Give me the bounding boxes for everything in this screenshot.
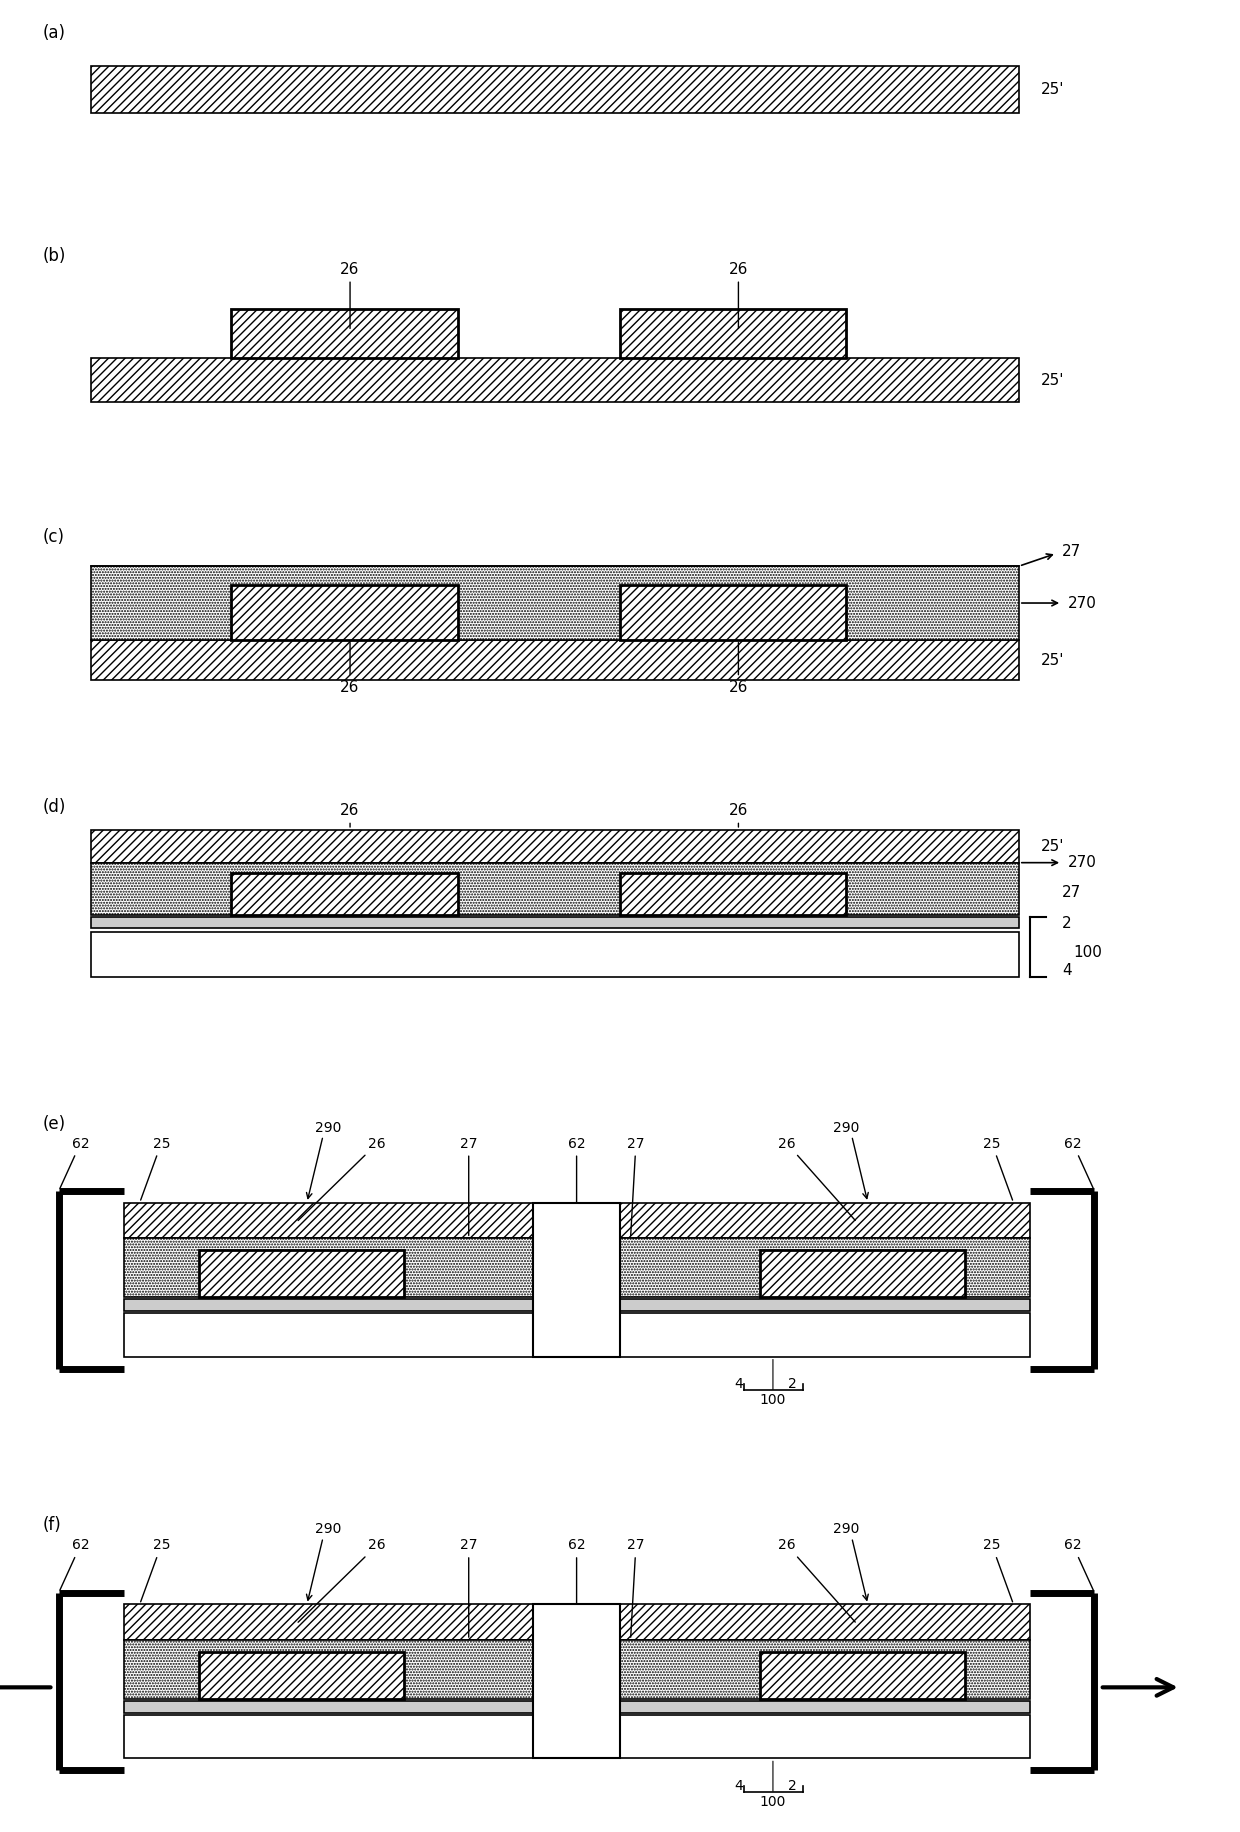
Text: 27: 27 [1061,885,1081,900]
Bar [232,310,458,357]
Text: 4: 4 [734,1378,743,1390]
Text: (b): (b) [42,247,66,264]
Text: 2: 2 [1061,916,1071,931]
Text: 26: 26 [340,262,360,328]
Text: 26: 26 [779,1539,856,1621]
Text: 27: 27 [1061,544,1081,559]
Text: 4: 4 [734,1779,743,1794]
Text: 25: 25 [983,1539,1013,1601]
Text: 25': 25' [1040,372,1064,388]
Bar [91,639,1019,680]
Bar [533,1204,620,1358]
Text: 290: 290 [833,1522,859,1537]
Text: 290: 290 [315,1522,342,1537]
Bar [91,357,1019,403]
Text: 26: 26 [729,262,748,328]
Text: (a): (a) [42,24,66,42]
Bar [533,1605,620,1759]
Text: 62: 62 [568,1539,585,1614]
Bar [620,1204,1029,1238]
Text: 100: 100 [1073,945,1101,960]
Bar [620,1314,1029,1358]
Text: 25: 25 [140,1136,170,1200]
Text: 2: 2 [787,1779,797,1794]
Text: 270: 270 [1068,856,1096,870]
Bar [124,1299,533,1312]
Bar [620,1715,1029,1759]
Text: 26: 26 [729,643,748,696]
Bar [91,66,1019,114]
Text: 25': 25' [1040,82,1064,97]
Text: 26: 26 [729,802,748,826]
Text: 62: 62 [60,1136,89,1189]
Bar [198,1652,404,1700]
Text: 25: 25 [140,1539,170,1601]
Bar [620,1299,1029,1312]
Text: 27: 27 [627,1539,645,1638]
Text: (d): (d) [42,799,66,815]
Text: 4: 4 [1061,964,1071,978]
Bar [760,1652,965,1700]
Text: 27: 27 [627,1136,645,1235]
Bar [91,916,1019,929]
Bar [124,1702,533,1713]
Bar [620,1605,1029,1640]
Text: 2: 2 [787,1378,797,1390]
Bar [198,1249,404,1297]
Bar [232,584,458,639]
Text: (c): (c) [42,528,64,546]
Text: 62: 62 [568,1136,585,1211]
Bar [91,830,1019,863]
Text: 25: 25 [983,1136,1013,1200]
Bar [124,1204,533,1238]
Text: 100: 100 [760,1795,786,1808]
Bar [620,872,846,916]
Text: 26: 26 [340,643,360,696]
Bar [124,1605,533,1640]
Bar [620,584,846,639]
Bar [620,1640,1029,1700]
Text: 26: 26 [779,1136,856,1220]
Bar [124,1640,533,1700]
Text: 27: 27 [460,1539,477,1638]
Bar [232,872,458,916]
Text: 62: 62 [60,1539,89,1590]
Text: (e): (e) [42,1114,66,1132]
Text: 27: 27 [460,1136,477,1235]
Text: 270: 270 [1068,595,1096,610]
Text: 26: 26 [298,1539,386,1623]
Text: (f): (f) [42,1517,61,1535]
Text: 26: 26 [298,1136,386,1220]
Text: 62: 62 [1064,1136,1094,1189]
Text: 62: 62 [1064,1539,1094,1590]
Bar [620,1702,1029,1713]
Bar [91,931,1019,978]
Text: 290: 290 [833,1121,859,1134]
Text: 26: 26 [340,802,360,826]
Text: 290: 290 [315,1121,342,1134]
Text: 25': 25' [1040,839,1064,854]
Bar [91,566,1019,639]
Bar [760,1249,965,1297]
Text: 25': 25' [1040,652,1064,667]
Bar [124,1314,533,1358]
Bar [620,1238,1029,1297]
Bar [91,863,1019,916]
Bar [124,1238,533,1297]
Text: 100: 100 [760,1392,786,1407]
Bar [620,310,846,357]
Bar [124,1715,533,1759]
